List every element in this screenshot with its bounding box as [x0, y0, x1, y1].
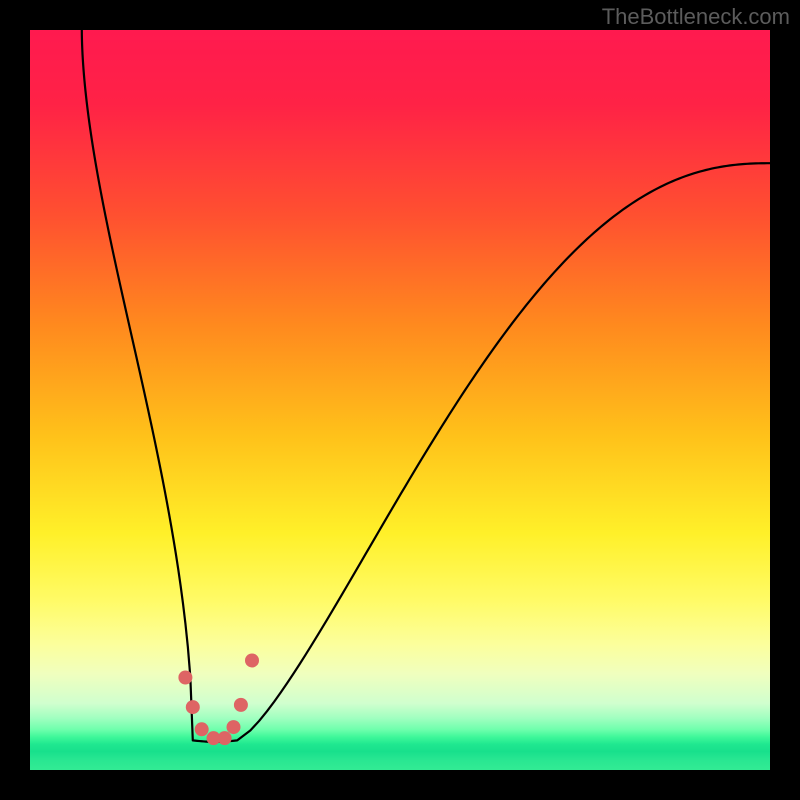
valley-marker — [227, 720, 241, 734]
chart-root: TheBottleneck.com — [0, 0, 800, 800]
valley-marker — [178, 671, 192, 685]
plot-svg — [30, 30, 770, 770]
plot-area — [30, 30, 770, 770]
valley-marker — [234, 698, 248, 712]
valley-marker — [195, 722, 209, 736]
valley-marker — [218, 731, 232, 745]
gradient-background — [30, 30, 770, 770]
valley-marker — [186, 700, 200, 714]
watermark-text: TheBottleneck.com — [602, 4, 790, 30]
valley-marker — [245, 653, 259, 667]
